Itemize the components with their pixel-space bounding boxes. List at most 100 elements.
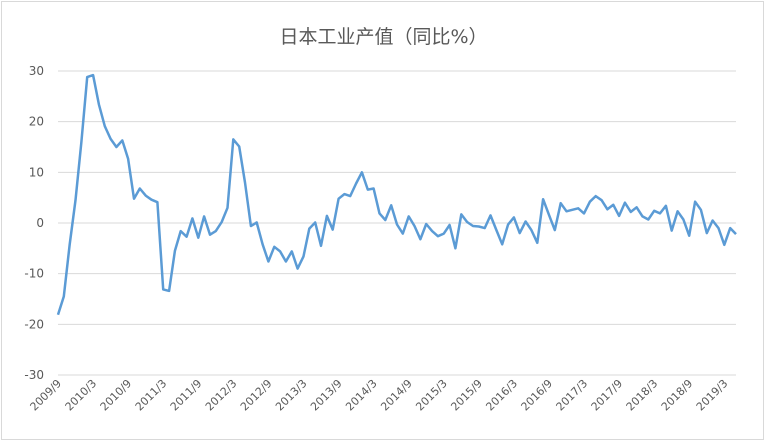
data-point — [630, 211, 632, 213]
data-point — [98, 103, 100, 105]
x-tick-label: 2013/3 — [273, 377, 310, 414]
data-point — [443, 233, 445, 235]
data-point — [525, 221, 527, 223]
data-point — [197, 237, 199, 239]
data-point — [396, 224, 398, 226]
data-point — [320, 245, 322, 247]
y-tick-label: 30 — [29, 64, 44, 78]
data-point — [174, 250, 176, 252]
data-point — [665, 205, 667, 207]
data-point — [244, 182, 246, 184]
data-point — [343, 193, 345, 195]
data-point — [232, 138, 234, 140]
data-point — [735, 233, 737, 235]
x-tick-label: 2014/3 — [343, 377, 380, 414]
data-point — [361, 171, 363, 173]
x-tick-label: 2013/9 — [308, 377, 345, 414]
data-point — [151, 199, 153, 201]
x-tick-label: 2012/9 — [238, 377, 275, 414]
x-tick-label: 2010/3 — [63, 377, 100, 414]
data-point — [104, 125, 106, 127]
data-point — [349, 195, 351, 197]
data-point — [677, 210, 679, 212]
data-point — [601, 199, 603, 201]
data-point — [495, 229, 497, 231]
data-point — [472, 225, 474, 227]
data-point — [484, 227, 486, 229]
x-tick-label: 2018/3 — [624, 377, 661, 414]
data-point — [168, 290, 170, 292]
data-point — [250, 225, 252, 227]
data-point — [139, 188, 141, 190]
x-tick-label: 2018/9 — [659, 377, 696, 414]
data-point — [256, 222, 258, 224]
x-tick-label: 2015/3 — [413, 377, 450, 414]
data-point — [606, 208, 608, 210]
y-tick-label: 10 — [29, 165, 44, 179]
x-tick-label: 2011/9 — [168, 377, 205, 414]
x-tick-label: 2012/3 — [203, 377, 240, 414]
data-point — [694, 201, 696, 203]
data-point — [75, 199, 77, 201]
data-point — [273, 246, 275, 248]
data-point — [379, 212, 381, 214]
data-point — [133, 198, 135, 200]
data-point — [373, 188, 375, 190]
x-tick-label: 2010/9 — [98, 377, 135, 414]
data-point — [583, 212, 585, 214]
y-tick-label: 20 — [29, 115, 44, 129]
x-tick-label: 2009/9 — [28, 377, 65, 414]
data-point — [700, 209, 702, 211]
data-point — [647, 219, 649, 221]
y-tick-label: -30 — [24, 368, 44, 382]
x-tick-label: 2019/3 — [694, 377, 731, 414]
data-point — [624, 202, 626, 204]
data-point — [69, 243, 71, 245]
data-point — [554, 229, 556, 231]
data-point — [437, 235, 439, 237]
data-point — [92, 74, 94, 76]
data-point — [145, 195, 147, 197]
data-point — [466, 221, 468, 223]
data-point — [612, 204, 614, 206]
data-point — [267, 261, 269, 263]
data-point — [156, 201, 158, 203]
data-point — [723, 244, 725, 246]
data-point — [384, 219, 386, 221]
data-point — [338, 198, 340, 200]
data-point — [326, 215, 328, 217]
data-point — [530, 229, 532, 231]
data-point — [712, 220, 714, 222]
data-point — [127, 158, 129, 160]
data-point — [729, 227, 731, 229]
data-point — [303, 255, 305, 257]
data-point — [355, 183, 357, 185]
y-tick-label: -20 — [24, 317, 44, 331]
data-point — [238, 146, 240, 148]
data-point — [186, 236, 188, 238]
data-point — [110, 138, 112, 140]
data-point — [589, 201, 591, 203]
data-point — [566, 210, 568, 212]
data-point — [367, 189, 369, 191]
data-point — [227, 207, 229, 209]
data-point — [279, 250, 281, 252]
data-point — [490, 214, 492, 216]
data-point — [285, 261, 287, 263]
data-point — [519, 232, 521, 234]
data-point — [414, 225, 416, 227]
x-tick-label: 2017/3 — [554, 377, 591, 414]
x-tick-label: 2011/3 — [133, 377, 170, 414]
data-point — [671, 230, 673, 232]
data-point — [332, 229, 334, 231]
data-point — [419, 238, 421, 240]
data-point — [115, 146, 117, 148]
data-point — [542, 198, 544, 200]
series-line — [56, 73, 737, 316]
data-point — [449, 224, 451, 226]
chart-title: 日本工业产值（同比%） — [279, 26, 488, 48]
data-point — [180, 230, 182, 232]
data-point — [121, 139, 123, 141]
